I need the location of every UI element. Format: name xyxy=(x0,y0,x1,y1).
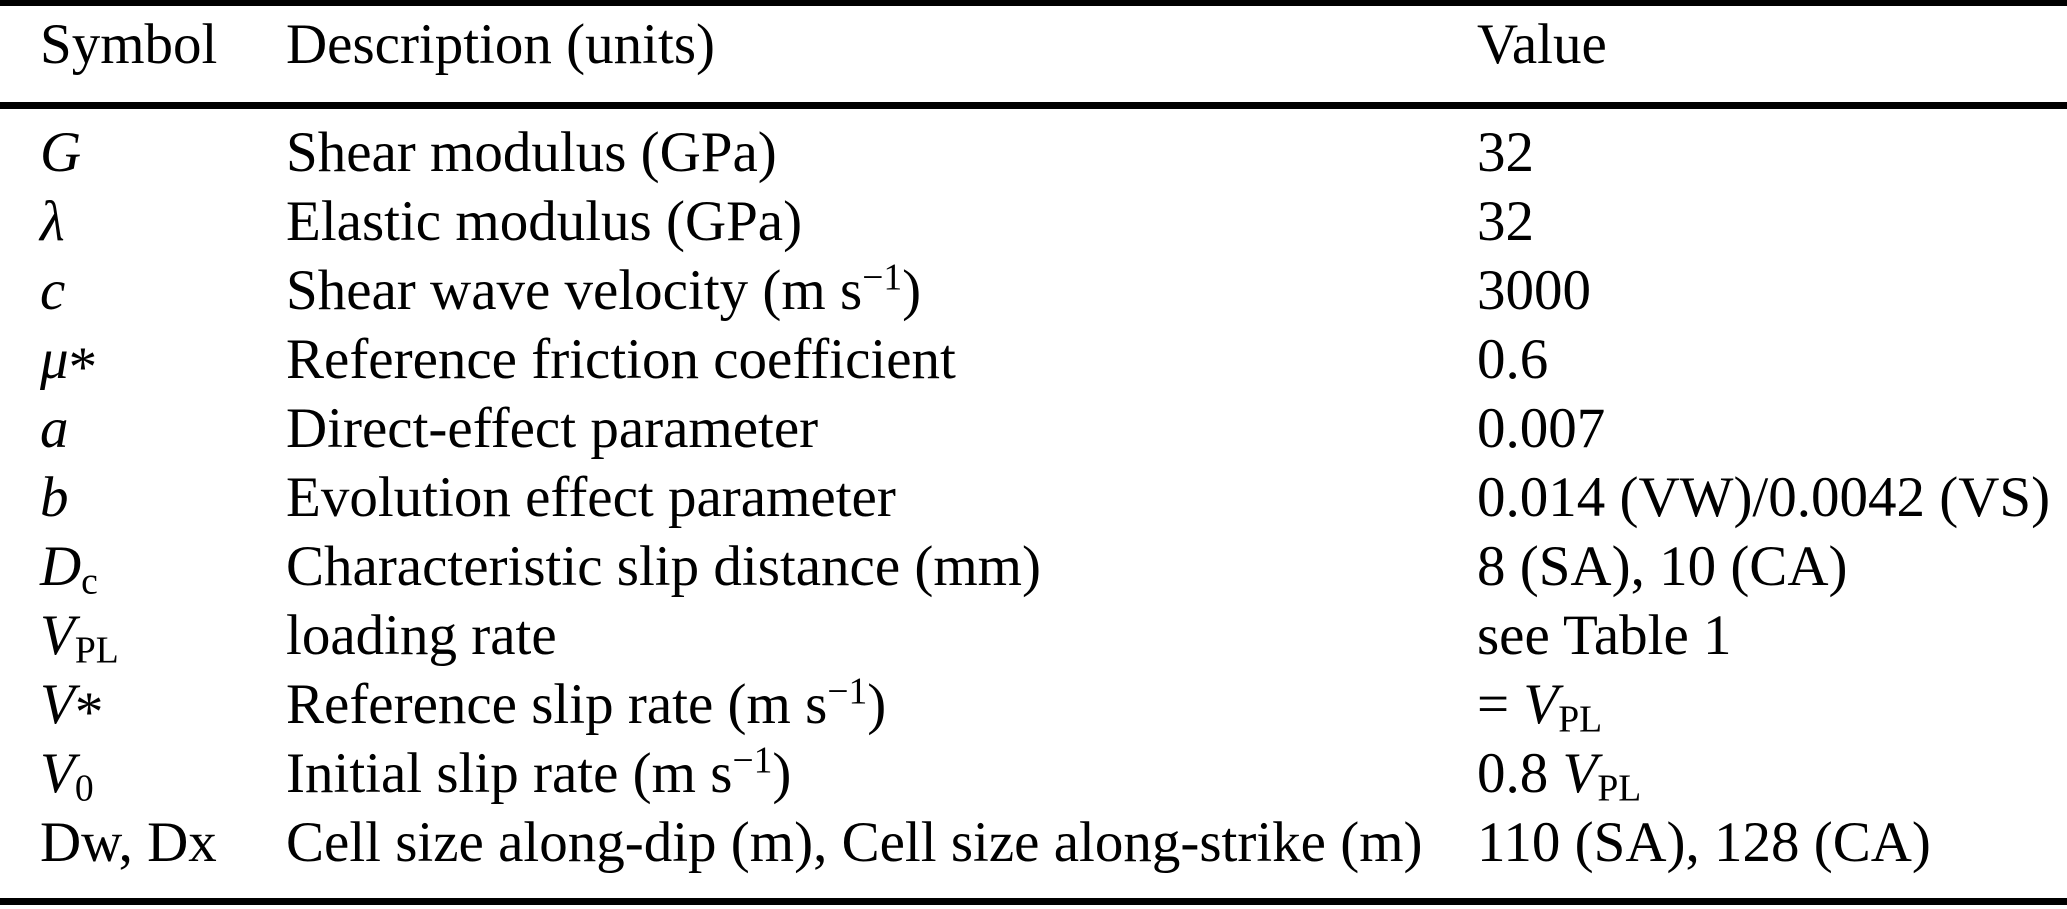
header-description: Description (units) xyxy=(286,13,716,76)
symbol-cell: μ* xyxy=(40,328,98,399)
description-cell: Shear wave velocity (m s−1) xyxy=(286,256,922,322)
table-row: V0 Initial slip rate (m s−1) 0.8 VPL xyxy=(0,739,2067,808)
description-cell: Elastic modulus (GPa) xyxy=(286,190,803,253)
value-cell: 8 (SA), 10 (CA) xyxy=(1477,535,1848,598)
table-header-rule xyxy=(0,102,2067,109)
description-cell: Evolution effect parameter xyxy=(286,466,896,529)
symbol-cell: G xyxy=(40,121,82,184)
description-cell: Reference slip rate (m s−1) xyxy=(286,670,887,736)
symbol-cell: Dc xyxy=(40,535,98,603)
value-cell: see Table 1 xyxy=(1477,604,1732,667)
table-row: Dc Characteristic slip distance (mm) 8 (… xyxy=(0,532,2067,601)
description-cell: Direct-effect parameter xyxy=(286,397,819,460)
symbol-cell: λ xyxy=(40,190,65,253)
table-row: V* Reference slip rate (m s−1) = VPL xyxy=(0,670,2067,744)
value-cell: 0.007 xyxy=(1477,397,1606,460)
table-header-row: Symbol Description (units) Value xyxy=(0,10,2067,79)
header-symbol: Symbol xyxy=(40,13,218,76)
description-cell: Reference friction coefficient xyxy=(286,328,956,391)
table-row: b Evolution effect parameter 0.014 (VW)/… xyxy=(0,463,2067,532)
table-top-rule xyxy=(0,0,2067,6)
value-cell: 32 xyxy=(1477,190,1534,253)
table-row: c Shear wave velocity (m s−1) 3000 xyxy=(0,256,2067,325)
value-cell: 0.014 (VW)/0.0042 (VS) xyxy=(1477,466,2051,529)
symbol-cell: V0 xyxy=(40,742,94,810)
value-cell: 110 (SA), 128 (CA) xyxy=(1477,811,1931,874)
value-cell: 0.8 VPL xyxy=(1477,742,1642,810)
value-cell: 0.6 xyxy=(1477,328,1549,391)
symbol-cell: Dw, Dx xyxy=(40,811,217,874)
symbol-cell: VPL xyxy=(40,604,119,672)
table-row: G Shear modulus (GPa) 32 xyxy=(0,118,2067,187)
description-cell: Shear modulus (GPa) xyxy=(286,121,777,184)
description-cell: Initial slip rate (m s−1) xyxy=(286,739,792,805)
table-row: λ Elastic modulus (GPa) 32 xyxy=(0,187,2067,256)
symbol-cell: a xyxy=(40,397,69,460)
table-row: a Direct-effect parameter 0.007 xyxy=(0,394,2067,463)
table-bottom-rule xyxy=(0,898,2067,905)
table-body: G Shear modulus (GPa) 32 λ Elastic modul… xyxy=(0,118,2067,877)
value-cell: = VPL xyxy=(1477,673,1603,741)
table-row: μ* Reference friction coefficient 0.6 xyxy=(0,325,2067,399)
symbol-cell: c xyxy=(40,259,66,322)
symbol-cell: V* xyxy=(40,673,104,744)
table-row: VPL loading rate see Table 1 xyxy=(0,601,2067,670)
value-cell: 3000 xyxy=(1477,259,1591,322)
value-cell: 32 xyxy=(1477,121,1534,184)
header-value: Value xyxy=(1477,13,1607,76)
table-row: Dw, Dx Cell size along-dip (m), Cell siz… xyxy=(0,808,2067,877)
description-cell: Cell size along-dip (m), Cell size along… xyxy=(286,811,1423,874)
symbol-cell: b xyxy=(40,466,69,529)
description-cell: Characteristic slip distance (mm) xyxy=(286,535,1041,598)
description-cell: loading rate xyxy=(286,604,557,667)
